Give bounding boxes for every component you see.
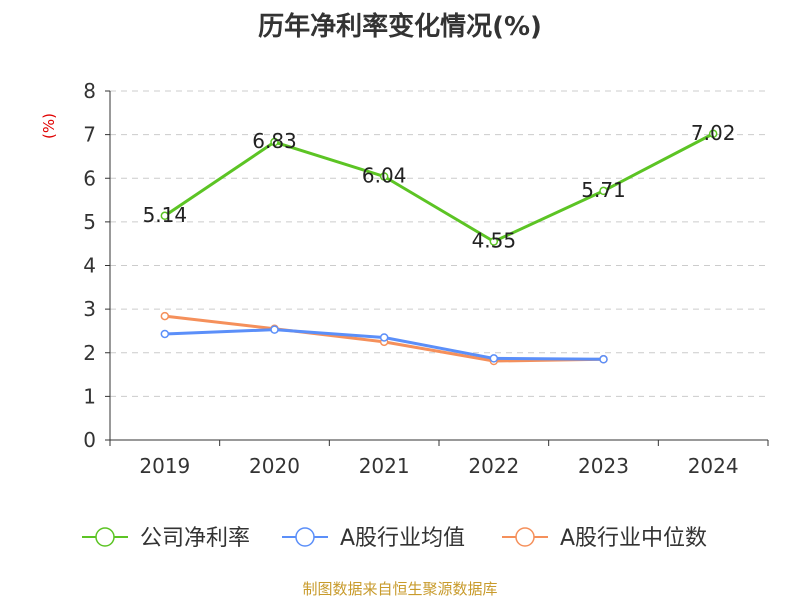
data-point — [599, 355, 608, 364]
x-tick-label: 2019 — [139, 454, 190, 478]
data-label: 5.14 — [143, 203, 188, 227]
legend-marker — [95, 527, 115, 547]
legend-marker — [295, 527, 315, 547]
data-point — [379, 172, 389, 181]
x-tick-label: 2020 — [249, 454, 300, 478]
legend-label: A股行业中位数 — [560, 526, 707, 551]
data-point — [599, 186, 608, 196]
data-point — [160, 211, 170, 221]
x-tick-label: 2024 — [688, 454, 739, 478]
data-point — [489, 237, 499, 246]
data-label: 6.83 — [252, 129, 297, 153]
y-tick-label: 7 — [83, 123, 96, 147]
x-tick-label: 2022 — [468, 454, 519, 478]
series-line-1 — [163, 132, 714, 244]
data-label: 7.02 — [691, 121, 736, 145]
y-tick-label: 2 — [83, 341, 96, 365]
data-point — [270, 137, 279, 147]
source-footer: 制图数据来自恒生聚源数据库 — [302, 580, 498, 598]
legend-marker — [515, 527, 535, 547]
data-point — [160, 311, 170, 321]
y-tick-label: 6 — [83, 166, 96, 190]
data-point — [270, 325, 279, 334]
data-point — [160, 329, 170, 339]
y-tick-label: 0 — [83, 428, 96, 452]
data-label: 6.04 — [362, 164, 407, 188]
data-label: 4.55 — [472, 229, 517, 253]
data-point — [708, 129, 718, 139]
y-axis-label: (%) — [40, 113, 58, 139]
y-tick-label: 5 — [83, 210, 96, 234]
chart-title: 历年净利率变化情况(%) — [258, 12, 542, 42]
x-tick-label: 2021 — [359, 454, 410, 478]
y-tick-label: 8 — [83, 79, 96, 103]
y-tick-label: 3 — [83, 297, 96, 321]
data-label: 5.71 — [581, 178, 626, 202]
y-tick-label: 1 — [83, 384, 96, 408]
data-point — [489, 354, 499, 363]
legend-label: A股行业均值 — [340, 526, 465, 551]
y-tick-label: 4 — [83, 254, 96, 278]
data-point — [379, 333, 389, 342]
x-tick-label: 2023 — [578, 454, 629, 478]
legend-label: 公司净利率 — [140, 526, 250, 551]
